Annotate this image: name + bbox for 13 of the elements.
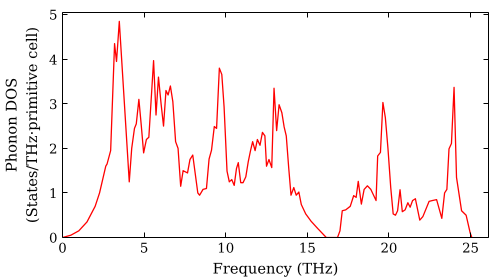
y-tick-label: 3: [49, 98, 58, 113]
x-tick-label: 5: [140, 242, 148, 256]
x-tick-label: 25: [462, 242, 480, 256]
y-tick-label: 4: [49, 53, 58, 68]
x-tick-label: 10: [217, 242, 234, 256]
y-tick-label: 5: [49, 8, 58, 24]
x-tick-label: 20: [380, 242, 398, 256]
y-tick-label: 1: [49, 186, 58, 202]
y-tick-label: 0: [49, 232, 58, 246]
y-tick-label: 2: [49, 142, 58, 158]
y-axis-title: Phonon DOS (States/THz·primitive cell): [4, 26, 42, 224]
x-tick-label: 15: [298, 242, 316, 256]
x-axis-title: Frequency (THz): [212, 260, 338, 278]
